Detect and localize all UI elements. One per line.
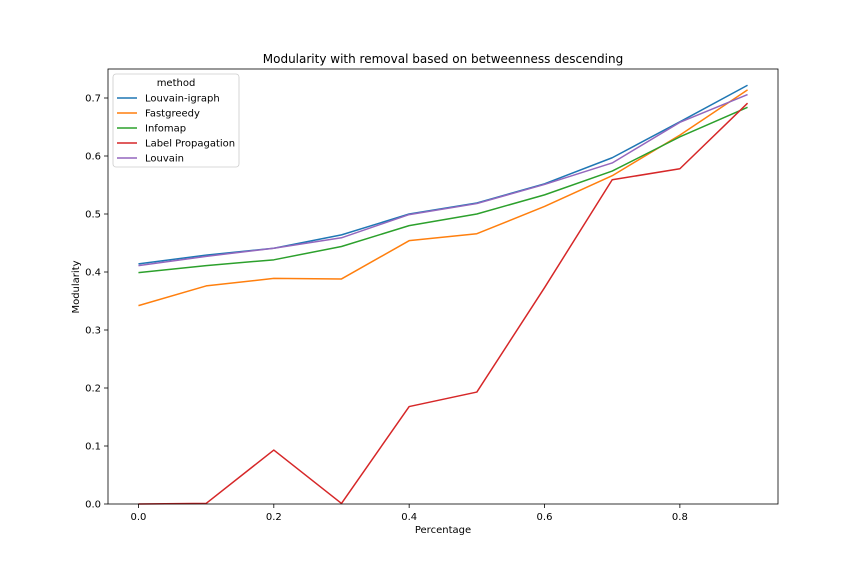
- x-tick-label: 0.6: [537, 512, 553, 523]
- x-tick-label: 0.0: [131, 512, 147, 523]
- y-axis: 0.0 0.1 0.2 0.3 0.4 0.5 0.6 0.7: [85, 94, 108, 511]
- x-tick-label: 0.8: [672, 512, 688, 523]
- y-tick-label: 0.7: [85, 94, 101, 105]
- y-axis-label: Modularity: [71, 260, 82, 313]
- y-tick-label: 0.4: [85, 268, 101, 279]
- legend-title: method: [157, 78, 196, 89]
- legend-label-label-propagation: Label Propagation: [145, 139, 235, 150]
- y-tick-label: 0.3: [85, 326, 101, 337]
- series-lines: [138, 84, 749, 505]
- x-tick-label: 0.2: [266, 512, 282, 523]
- legend-label-louvain-igraph: Louvain-igraph: [145, 94, 220, 105]
- legend-label-fastgreedy: Fastgreedy: [145, 109, 200, 120]
- y-tick-label: 0.2: [85, 384, 101, 395]
- chart-title: Modularity with removal based on between…: [263, 52, 623, 66]
- series-line-label-propagation: [138, 102, 749, 505]
- x-tick-label: 0.4: [401, 512, 417, 523]
- plot-frame: [107, 68, 779, 505]
- legend: method Louvain-igraph Fastgreedy Infomap La…: [112, 73, 240, 168]
- y-tick-label: 0.0: [85, 500, 101, 511]
- x-axis: 0.0 0.2 0.4 0.6 0.8: [131, 504, 688, 523]
- series-line-louvain: [138, 93, 748, 267]
- legend-label-infomap: Infomap: [145, 124, 186, 135]
- legend-items: Louvain-igraph Fastgreedy Infomap Label Pro…: [117, 94, 235, 165]
- series-line-fastgreedy: [138, 89, 748, 307]
- y-tick-label: 0.1: [85, 442, 101, 453]
- y-tick-label: 0.6: [85, 152, 101, 163]
- x-axis-label: Percentage: [415, 525, 471, 536]
- legend-label-louvain: Louvain: [145, 154, 184, 165]
- series-line-infomap: [138, 106, 748, 274]
- legend-box: [112, 73, 240, 168]
- y-tick-label: 0.5: [85, 210, 101, 221]
